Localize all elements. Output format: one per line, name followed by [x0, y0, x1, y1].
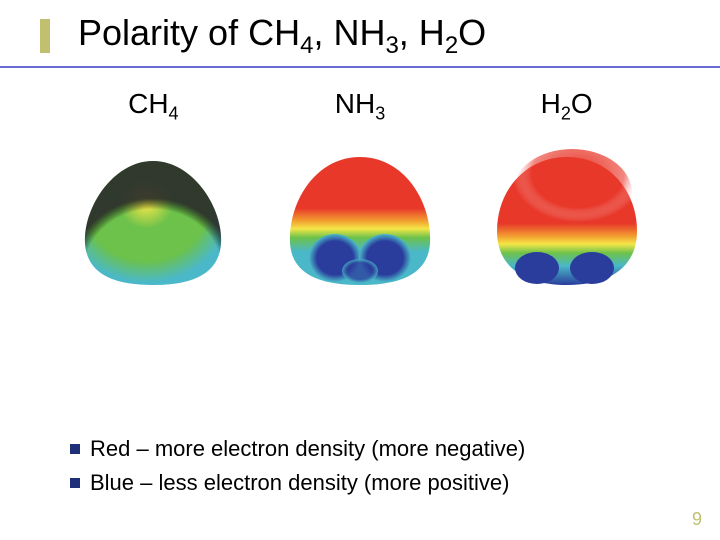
legend-text-blue: Blue – less electron density (more posit…	[90, 470, 509, 496]
molecules-row: CH4 NH3	[0, 68, 720, 293]
title-accent-bar	[40, 19, 50, 53]
label-sub: 4	[169, 104, 179, 124]
molecule-label-nh3: NH3	[335, 88, 385, 125]
molecule-ch4: CH4	[53, 88, 253, 293]
title-seg-2: , NH	[313, 12, 385, 53]
legend-text-red: Red – more electron density (more negati…	[90, 436, 525, 462]
title-seg-4: O	[458, 12, 486, 53]
page-title: Polarity of CH4, NH3, H2O	[78, 12, 486, 60]
title-seg-1: Polarity of CH	[78, 12, 300, 53]
label-prefix: CH	[128, 88, 168, 119]
legend-bullet-icon	[70, 444, 80, 454]
title-sub-1: 4	[300, 32, 313, 59]
molecule-label-ch4: CH4	[128, 88, 178, 125]
title-seg-3: , H	[399, 12, 445, 53]
molecule-render-ch4	[73, 143, 233, 293]
molecule-label-h2o: H2O	[541, 88, 593, 125]
legend-item-red: Red – more electron density (more negati…	[70, 436, 680, 462]
molecule-nh3: NH3	[260, 88, 460, 293]
legend-item-blue: Blue – less electron density (more posit…	[70, 470, 680, 496]
molecule-render-h2o	[487, 143, 647, 293]
molecule-h2o: H2O	[467, 88, 667, 293]
legend-bullet-icon	[70, 478, 80, 488]
page-number: 9	[692, 509, 702, 530]
label-sub: 3	[375, 104, 385, 124]
title-sub-2: 3	[385, 32, 398, 59]
molecule-render-nh3	[280, 143, 440, 293]
label-prefix: NH	[335, 88, 375, 119]
label-prefix: H	[541, 88, 561, 119]
title-bar: Polarity of CH4, NH3, H2O	[0, 0, 720, 68]
legend: Red – more electron density (more negati…	[70, 436, 680, 504]
title-sub-3: 2	[445, 32, 458, 59]
label-sub: 2	[561, 104, 571, 124]
label-suffix: O	[571, 88, 593, 119]
